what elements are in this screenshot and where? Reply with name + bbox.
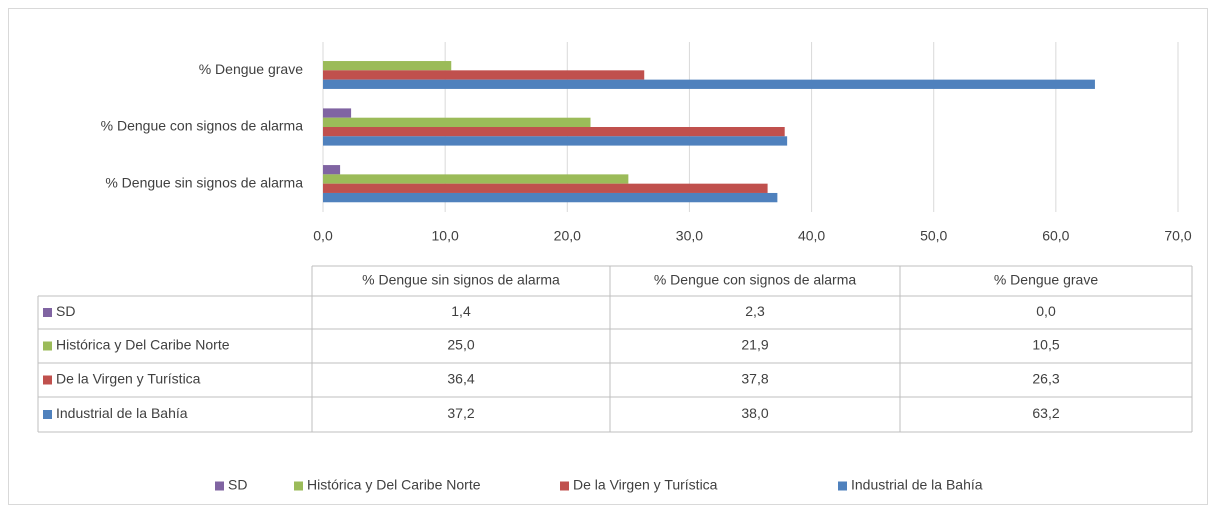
legend-label: Industrial de la Bahía — [851, 477, 983, 493]
table-cell: 37,2 — [447, 405, 474, 421]
table-legend-key — [43, 308, 52, 317]
table-header: % Dengue con signos de alarma — [654, 272, 857, 288]
legend-label: SD — [228, 477, 247, 493]
table-legend-key — [43, 410, 52, 419]
legend-key — [215, 481, 224, 491]
legend-label: Histórica y Del Caribe Norte — [307, 477, 481, 493]
table-cell: 1,4 — [451, 303, 471, 319]
table-legend-key — [43, 375, 52, 385]
table-row-label: Histórica y Del Caribe Norte — [56, 337, 230, 353]
table-cell: 37,8 — [741, 371, 768, 387]
table-row-label: SD — [56, 303, 75, 319]
table-cell: 36,4 — [447, 371, 474, 387]
table-legend-key — [43, 341, 52, 351]
bar — [323, 136, 788, 146]
x-tick-label: 40,0 — [798, 228, 825, 244]
legend-key — [560, 481, 569, 491]
bar — [323, 79, 1095, 89]
bar — [323, 183, 768, 193]
y-tick-label: % Dengue sin signos de alarma — [105, 174, 303, 190]
bar — [323, 165, 341, 175]
bar — [323, 174, 629, 184]
table-header: % Dengue grave — [994, 272, 1099, 288]
legend-key — [838, 481, 847, 491]
table-cell: 10,5 — [1032, 337, 1059, 353]
bar — [323, 117, 591, 127]
legend-label: De la Virgen y Turística — [573, 477, 718, 493]
table-cell: 26,3 — [1032, 371, 1059, 387]
table-row-label: Industrial de la Bahía — [56, 405, 188, 421]
table-header: % Dengue sin signos de alarma — [362, 272, 560, 288]
table-cell: 21,9 — [741, 337, 768, 353]
x-tick-label: 70,0 — [1164, 228, 1191, 244]
table-cell: 2,3 — [745, 303, 765, 319]
table-cell: 38,0 — [741, 405, 768, 421]
table-cell: 0,0 — [1036, 303, 1056, 319]
table-row-label: De la Virgen y Turística — [56, 371, 201, 387]
legend-key — [294, 481, 303, 491]
bar — [323, 127, 785, 137]
x-tick-label: 0,0 — [313, 228, 333, 244]
y-tick-label: % Dengue con signos de alarma — [101, 118, 304, 134]
bar — [323, 70, 645, 80]
bar — [323, 192, 778, 203]
x-tick-label: 50,0 — [920, 228, 947, 244]
bar — [323, 61, 452, 71]
table-cell: 63,2 — [1032, 405, 1059, 421]
x-tick-label: 10,0 — [432, 228, 459, 244]
chart-frame — [8, 8, 1208, 505]
x-tick-label: 60,0 — [1042, 228, 1069, 244]
y-tick-label: % Dengue grave — [199, 61, 304, 77]
bar — [323, 108, 352, 118]
x-tick-label: 30,0 — [676, 228, 703, 244]
table-cell: 25,0 — [447, 337, 474, 353]
x-tick-label: 20,0 — [554, 228, 581, 244]
